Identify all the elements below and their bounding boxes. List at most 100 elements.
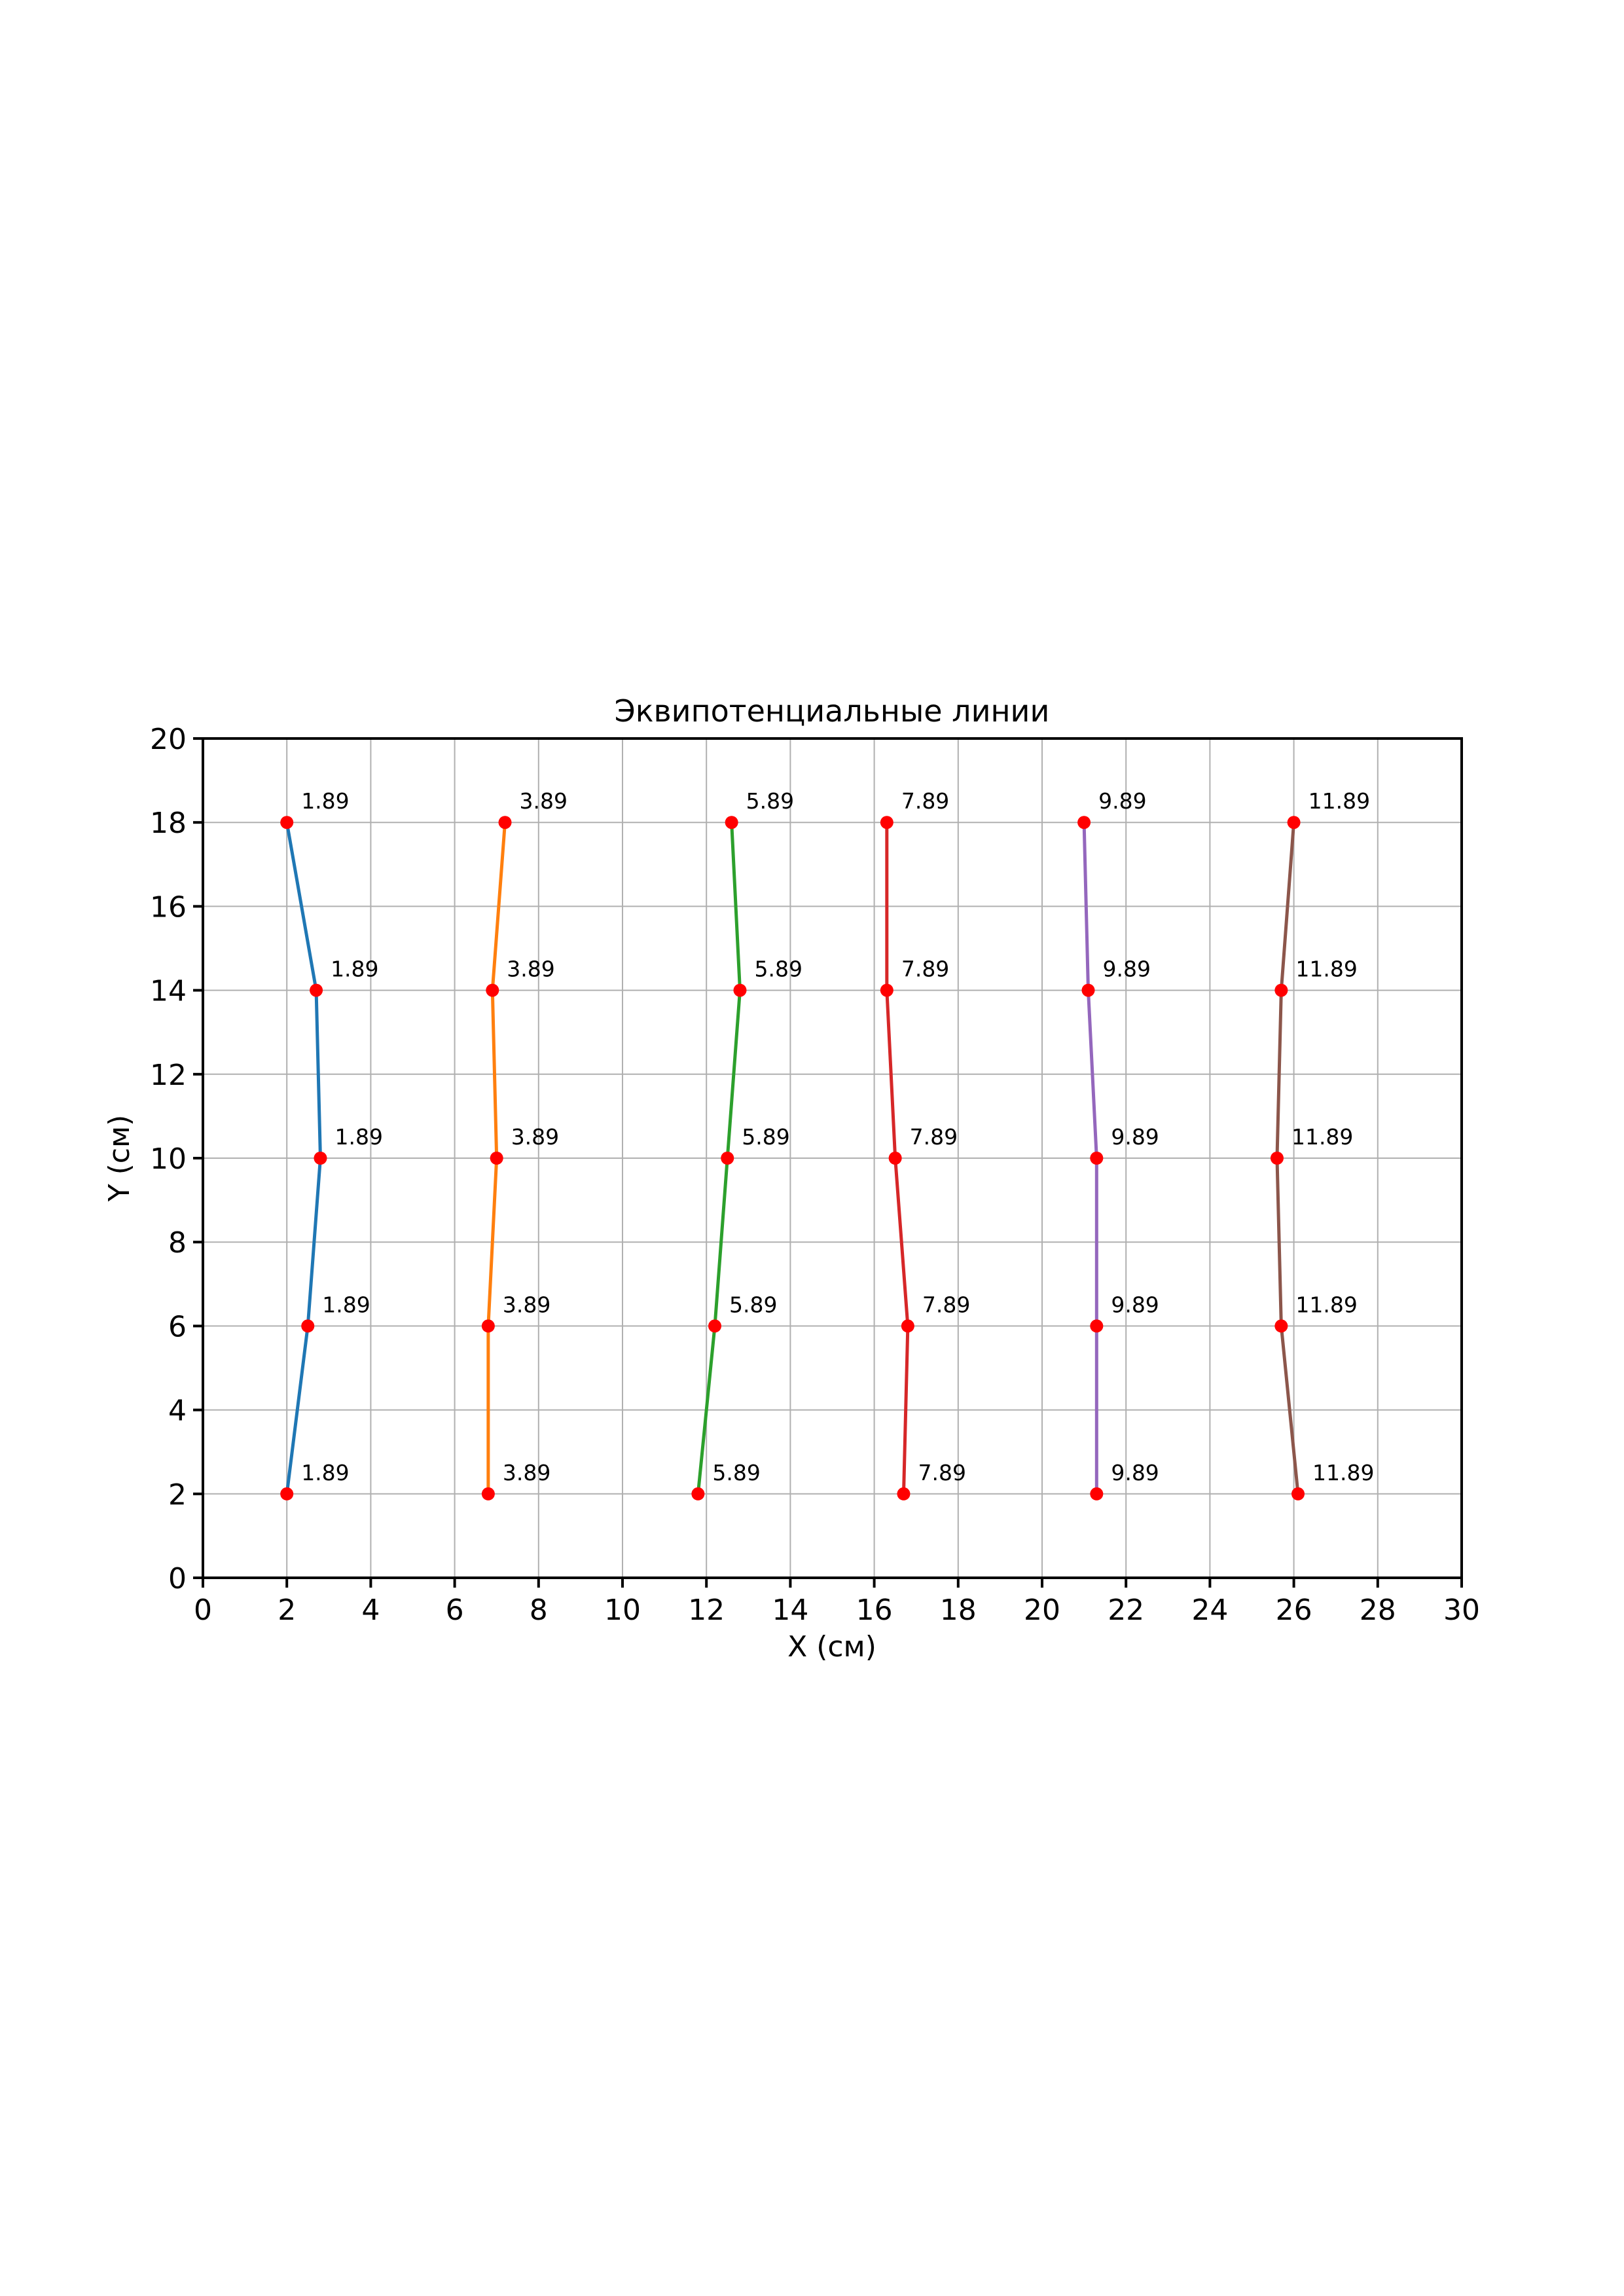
data-point-marker (691, 1487, 705, 1501)
data-point-marker (725, 816, 738, 829)
data-point-marker (1287, 816, 1301, 829)
point-label: 9.89 (1111, 1460, 1159, 1485)
chart-layers: 0 2 4 6 8 10 12 14 16 18 20 22 24 26 28 300246810121416… (150, 723, 1480, 1627)
x-tick-label-10: 10 (604, 1594, 641, 1627)
data-point-marker (1274, 983, 1288, 997)
data-point-marker (486, 983, 499, 997)
data-point-marker (310, 983, 323, 997)
point-label: 3.89 (520, 788, 568, 814)
x-tick-label-22: 22 (1108, 1594, 1144, 1627)
point-label: 3.89 (511, 1124, 559, 1150)
data-point-marker (301, 1319, 315, 1333)
x-tick-label-30: 30 (1443, 1594, 1480, 1627)
point-label: 7.89 (901, 788, 949, 814)
point-label: 3.89 (507, 957, 554, 982)
y-tick-label-4: 4 (168, 1394, 187, 1428)
series-1.89: 1.89 1.89 1.89 1.89 1.89 (280, 788, 383, 1501)
chart-title: Эквипотенциальные линии (615, 693, 1050, 729)
data-point-marker (1274, 1319, 1288, 1333)
series-5.89: 5.89 5.89 5.89 5.89 5.89 (691, 788, 803, 1501)
series-11.89: 11.89 11.89 11.89 11.89 11.89 (1270, 788, 1374, 1501)
y-tick-label-6: 6 (168, 1310, 187, 1343)
point-label: 9.89 (1111, 1124, 1159, 1150)
x-tick-label-18: 18 (940, 1594, 977, 1627)
y-tick-label-16: 16 (150, 890, 187, 924)
data-point-marker (1077, 816, 1091, 829)
y-tick-label-14: 14 (150, 975, 187, 1008)
x-tick-label-26: 26 (1276, 1594, 1312, 1627)
x-tick-label-16: 16 (856, 1594, 893, 1627)
y-tick-label-10: 10 (150, 1142, 187, 1176)
point-label: 5.89 (742, 1124, 789, 1150)
data-point-marker (1081, 983, 1095, 997)
data-point-marker (314, 1152, 327, 1165)
y-axis-label: Y (см) (103, 1115, 136, 1203)
data-point-marker (708, 1319, 722, 1333)
data-point-marker (481, 1319, 495, 1333)
y-tick-label-12: 12 (150, 1059, 187, 1092)
point-label: 9.89 (1111, 1292, 1159, 1317)
data-point-marker (1270, 1152, 1284, 1165)
y-tick-label-20: 20 (150, 723, 187, 756)
x-tick-label-20: 20 (1024, 1594, 1060, 1627)
point-label: 9.89 (1098, 788, 1146, 814)
y-tick-label-2: 2 (168, 1478, 187, 1512)
point-label: 1.89 (322, 1292, 370, 1317)
data-point-marker (888, 1152, 902, 1165)
series-9.89: 9.89 9.89 9.89 9.89 9.89 (1077, 788, 1159, 1501)
point-label: 7.89 (910, 1124, 958, 1150)
y-tick-label-8: 8 (168, 1226, 187, 1260)
x-tick-label-6: 6 (446, 1594, 464, 1627)
point-label: 3.89 (503, 1460, 550, 1485)
x-tick-label-28: 28 (1360, 1594, 1396, 1627)
point-label: 5.89 (754, 957, 802, 982)
point-label: 11.89 (1291, 1124, 1353, 1150)
point-label: 11.89 (1295, 1292, 1357, 1317)
point-label: 7.89 (922, 1292, 970, 1317)
point-label: 1.89 (301, 788, 349, 814)
point-label: 1.89 (334, 1124, 382, 1150)
series-7.89: 7.89 7.89 7.89 7.89 7.89 (880, 788, 970, 1501)
data-point-marker (721, 1152, 734, 1165)
data-point-marker (897, 1487, 911, 1501)
data-point-marker (280, 816, 294, 829)
point-label: 5.89 (729, 1292, 777, 1317)
data-point-marker (901, 1319, 914, 1333)
data-point-marker (498, 816, 512, 829)
x-axis-label: X (см) (787, 1630, 876, 1664)
x-tick-label-0: 0 (194, 1594, 212, 1627)
point-label: 7.89 (901, 957, 949, 982)
data-point-marker (880, 983, 893, 997)
point-label: 11.89 (1295, 957, 1357, 982)
data-point-marker (481, 1487, 495, 1501)
x-tick-label-8: 8 (530, 1594, 548, 1627)
axis-ticks: 0 2 4 6 8 10 12 14 16 18 20 22 24 26 28 300246810121416… (150, 723, 1480, 1627)
x-tick-label-2: 2 (278, 1594, 296, 1627)
point-label: 7.89 (918, 1460, 965, 1485)
point-label: 5.89 (712, 1460, 760, 1485)
point-label: 3.89 (503, 1292, 550, 1317)
y-tick-label-18: 18 (150, 807, 187, 840)
data-point-marker (490, 1152, 503, 1165)
data-point-marker (1090, 1487, 1104, 1501)
y-tick-label-0: 0 (168, 1562, 187, 1595)
data-point-marker (1090, 1319, 1104, 1333)
data-point-marker (880, 816, 893, 829)
data-point-marker (1090, 1152, 1104, 1165)
data-point-marker (733, 983, 747, 997)
point-label: 9.89 (1103, 957, 1151, 982)
data-point-marker (1291, 1487, 1305, 1501)
data-point-marker (280, 1487, 294, 1501)
point-label: 1.89 (331, 957, 378, 982)
x-tick-label-12: 12 (688, 1594, 725, 1627)
series-3.89: 3.89 3.89 3.89 3.89 3.89 (481, 788, 568, 1501)
x-tick-label-14: 14 (772, 1594, 808, 1627)
point-label: 1.89 (301, 1460, 349, 1485)
point-label: 5.89 (746, 788, 794, 814)
point-label: 11.89 (1308, 788, 1370, 814)
point-label: 11.89 (1312, 1460, 1374, 1485)
x-tick-label-24: 24 (1191, 1594, 1228, 1627)
